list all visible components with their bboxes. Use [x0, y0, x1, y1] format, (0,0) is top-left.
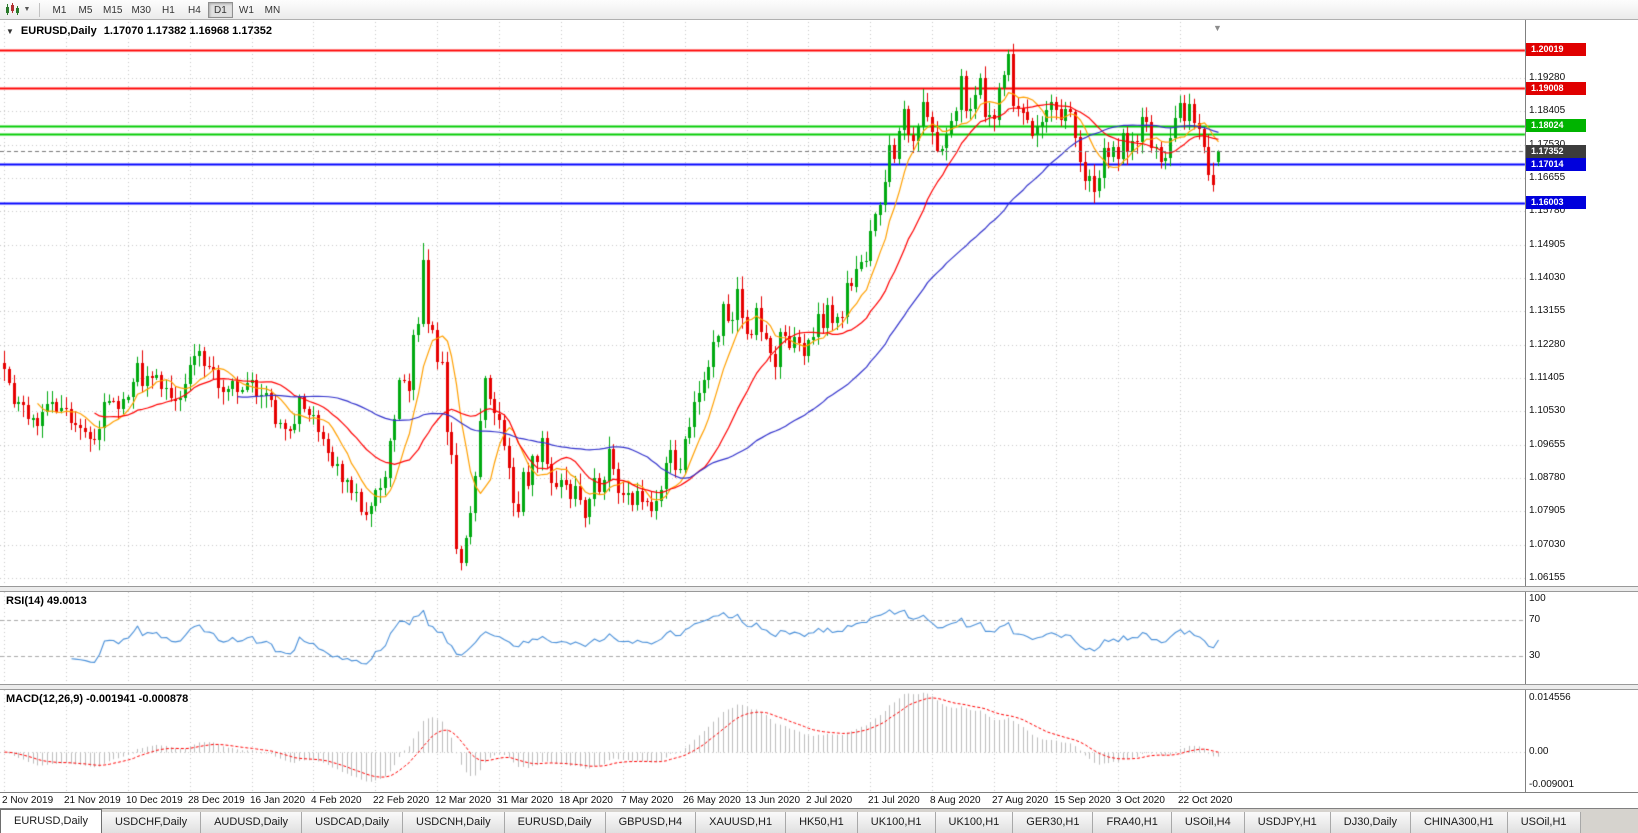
date-axis: 2 Nov 2019 21 Nov 2019 10 Dec 2019 28 Dec 2…: [0, 792, 1638, 808]
date-label: 21 Nov 2019: [64, 795, 121, 806]
timeframe-button-d1[interactable]: D1: [207, 1, 233, 18]
price-badge: 1.16003: [1526, 196, 1586, 210]
toolbar-separator: [39, 2, 40, 17]
price-axis: [1525, 20, 1638, 586]
timeframe-button-m5[interactable]: M5: [78, 4, 93, 16]
date-label: 18 Apr 2020: [559, 795, 613, 806]
price-axis-label: 1.14905: [1529, 238, 1566, 250]
chart-type-icon[interactable]: [4, 3, 20, 17]
date-label: 22 Oct 2020: [1178, 795, 1233, 806]
rsi-axis-label: 100: [1529, 593, 1546, 604]
chart-tab-usdcnh-daily-4[interactable]: USDCNH,Daily: [403, 812, 505, 833]
date-label: 21 Jul 2020: [868, 795, 920, 806]
date-label: 4 Feb 2020: [311, 795, 362, 806]
date-label: 2 Nov 2019: [2, 795, 54, 806]
macd-axis: [1525, 690, 1638, 792]
price-axis-label: 1.13155: [1529, 305, 1566, 317]
date-label: 27 Aug 2020: [992, 795, 1049, 806]
macd-axis-label: -0.009001: [1529, 779, 1575, 790]
timeframe-buttons: M1 M5 M15 M30 H1 H4 D1 W1 MN: [47, 1, 285, 18]
rsi-axis: [1525, 592, 1638, 684]
chart-tab-usdchf-daily-1[interactable]: USDCHF,Daily: [101, 812, 202, 833]
macd-axis-label: 0.00: [1529, 746, 1549, 758]
price-badge: 1.18024: [1526, 119, 1586, 133]
price-axis-label: 1.15780: [1529, 205, 1566, 217]
timeframe-button-m1[interactable]: M1: [52, 4, 67, 16]
chart-window: ▼ EURUSD,Daily 1.17070 1.17382 1.16968 1…: [0, 20, 1638, 808]
chart-tab-eurusd-daily-0[interactable]: EURUSD,Daily: [0, 809, 102, 833]
chart-tab-china300-h1-16[interactable]: CHINA300,H1: [1410, 812, 1508, 833]
chart-tab-hk50-h1-8[interactable]: HK50,H1: [786, 812, 858, 833]
timeframe-button-w1[interactable]: W1: [238, 4, 254, 16]
dropdown-caret-icon[interactable]: ▼: [23, 6, 31, 13]
price-axis-label: 1.17530: [1529, 139, 1565, 150]
price-badge: 1.20019: [1526, 43, 1586, 57]
rsi-indicator-label: RSI(14) 49.0013: [6, 595, 87, 607]
price-badge: 1.19008: [1526, 81, 1586, 95]
chart-tab-usoil-h4-13[interactable]: USOil,H4: [1171, 812, 1245, 833]
chart-title: ▼ EURUSD,Daily 1.17070 1.17382 1.16968 1…: [6, 25, 272, 37]
chart-tab-usoil-h1-17[interactable]: USOil,H1: [1507, 812, 1581, 833]
chart-tab-usdcad-daily-3[interactable]: USDCAD,Daily: [302, 812, 404, 833]
chart-tab-usdjpy-h1-14[interactable]: USDJPY,H1: [1244, 812, 1331, 833]
chart-tab-audusd-daily-2[interactable]: AUDUSD,Daily: [201, 812, 303, 833]
price-axis-label: 1.08780: [1529, 472, 1566, 484]
price-axis-label: 1.06155: [1529, 572, 1566, 584]
price-axis-label: 1.07030: [1529, 538, 1566, 550]
timeframe-button-h1[interactable]: H1: [162, 4, 175, 16]
chart-canvas[interactable]: [0, 20, 1638, 808]
pane-splitter-macd[interactable]: [0, 684, 1638, 690]
price-axis-label: 1.11405: [1529, 372, 1565, 384]
chart-tab-ger30-h1-11[interactable]: GER30,H1: [1013, 812, 1094, 833]
chart-tab-uk100-h1-10[interactable]: UK100,H1: [935, 812, 1014, 833]
rsi-axis-label: 70: [1529, 614, 1541, 626]
timeframe-toolbar: ▼ M1 M5 M15 M30 H1 H4 D1 W1 MN: [0, 0, 1638, 20]
price-axis-label: 1.18405: [1529, 105, 1566, 117]
chart-ohlc-label: 1.17070 1.17382 1.16968 1.17352: [103, 25, 272, 37]
chart-tab-fra40-h1-12[interactable]: FRA40,H1: [1093, 812, 1172, 833]
timeframe-button-m30[interactable]: M30: [131, 4, 151, 16]
price-axis-label: 1.16655: [1529, 172, 1566, 184]
chart-tab-uk100-h1-9[interactable]: UK100,H1: [857, 812, 936, 833]
timeframe-button-m15[interactable]: M15: [103, 4, 123, 16]
date-label: 31 Mar 2020: [497, 795, 554, 806]
chart-tab-eurusd-daily-5[interactable]: EURUSD,Daily: [504, 812, 606, 833]
date-label: 2 Jul 2020: [806, 795, 853, 806]
price-axis-label: 1.07905: [1529, 505, 1566, 517]
date-label: 16 Jan 2020: [250, 795, 306, 806]
macd-indicator-label: MACD(12,26,9) -0.001941 -0.000878: [6, 693, 189, 705]
timeframe-button-h4[interactable]: H4: [188, 4, 201, 16]
date-label: 10 Dec 2019: [126, 795, 183, 806]
pane-splitter-rsi[interactable]: [0, 586, 1638, 592]
chart-tab-dj30-daily-15[interactable]: DJ30,Daily: [1330, 812, 1411, 833]
date-label: 8 Aug 2020: [930, 795, 981, 806]
chart-tabs-bar: EURUSD,Daily USDCHF,Daily AUDUSD,Daily USDC…: [0, 808, 1638, 833]
macd-axis-label: 0.014556: [1529, 692, 1571, 703]
date-label: 7 May 2020: [621, 795, 674, 806]
date-label: 28 Dec 2019: [188, 795, 245, 806]
collapse-arrow-icon[interactable]: ▼: [6, 26, 14, 36]
price-axis-label: 1.19280: [1529, 72, 1566, 84]
date-label: 13 Jun 2020: [745, 795, 801, 806]
date-label: 12 Mar 2020: [435, 795, 492, 806]
date-label: 3 Oct 2020: [1116, 795, 1165, 806]
price-axis-label: 1.14030: [1529, 272, 1566, 284]
chart-shift-marker[interactable]: ▼: [1213, 23, 1222, 33]
date-label: 26 May 2020: [683, 795, 741, 806]
rsi-axis-label: 30: [1529, 649, 1541, 661]
price-axis-label: 1.09655: [1529, 438, 1566, 450]
chart-tab-xauusd-h1-7[interactable]: XAUUSD,H1: [696, 812, 787, 833]
price-badge: 1.17352: [1526, 144, 1586, 158]
timeframe-button-mn[interactable]: MN: [264, 4, 281, 16]
date-label: 22 Feb 2020: [373, 795, 430, 806]
price-axis-label: 1.12280: [1529, 338, 1566, 350]
chart-symbol-label: EURUSD,Daily: [20, 25, 97, 37]
chart-tab-gbpusd-h4-6[interactable]: GBPUSD,H4: [605, 812, 697, 833]
date-label: 15 Sep 2020: [1054, 795, 1111, 806]
price-axis-label: 1.10530: [1529, 405, 1566, 417]
price-badge: 1.17014: [1526, 157, 1586, 171]
